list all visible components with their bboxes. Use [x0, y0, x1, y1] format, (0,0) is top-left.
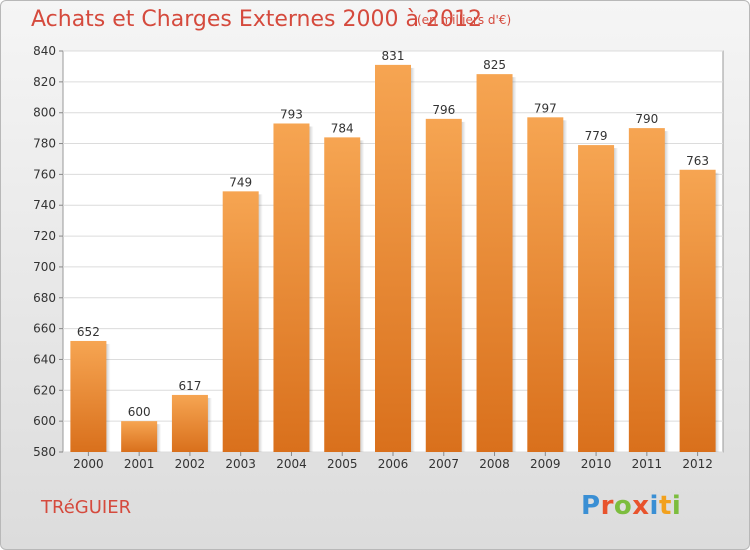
bar-value-label: 652	[77, 325, 100, 339]
x-tick-label: 2005	[327, 457, 358, 471]
chart-subtitle: (en milliers d'€)	[417, 13, 512, 27]
bar-value-label: 796	[432, 103, 455, 117]
brand-letter: r	[600, 491, 614, 521]
brand-letter: t	[658, 491, 672, 521]
x-tick-label: 2000	[73, 457, 104, 471]
bar-shadow	[309, 126, 314, 452]
x-tick-label: 2003	[225, 457, 256, 471]
bar	[324, 137, 361, 452]
bar-shadow	[360, 140, 365, 452]
brand-letter: o	[613, 491, 633, 521]
bars: 652 600 617 749 793 784 831 796 825 797 779 790 763	[70, 49, 720, 453]
y-tick-label: 680	[33, 291, 56, 305]
bar-value-label: 790	[635, 112, 658, 126]
x-tick-label: 2012	[682, 457, 713, 471]
bar	[628, 128, 665, 452]
bar-value-label: 831	[382, 49, 405, 63]
brand-letter: x	[632, 491, 650, 521]
bar	[578, 145, 615, 453]
x-tick-label: 2006	[378, 457, 409, 471]
bar-shadow	[614, 148, 619, 453]
bar-value-label: 749	[229, 175, 252, 189]
bar-shadow	[715, 172, 720, 452]
brand-letter: i	[671, 491, 682, 521]
bar-value-label: 784	[331, 121, 354, 135]
bar-shadow	[157, 424, 162, 452]
bar	[222, 191, 259, 452]
bar-shadow	[512, 77, 517, 452]
y-tick-label: 620	[33, 383, 56, 397]
y-tick-label: 760	[33, 167, 56, 181]
x-tick-label: 2010	[581, 457, 612, 471]
y-axis: 580 600 620 640 660 680 700 720 740 760 780 800 820 8…	[33, 44, 63, 459]
y-tick-label: 840	[33, 44, 56, 58]
chart-title: Achats et Charges Externes 2000 à 2012	[31, 7, 482, 32]
y-tick-label: 580	[33, 445, 56, 459]
bar-shadow	[563, 120, 568, 453]
x-tick-label: 2004	[276, 457, 307, 471]
bar	[527, 117, 564, 453]
bar-value-label: 763	[686, 154, 709, 168]
bar	[476, 74, 513, 452]
bar	[679, 169, 716, 452]
y-tick-label: 640	[33, 352, 56, 366]
x-tick-label: 2008	[479, 457, 510, 471]
y-tick-label: 700	[33, 260, 56, 274]
y-tick-label: 660	[33, 322, 56, 336]
x-tick-label: 2011	[632, 457, 663, 471]
x-axis: 2000 2001 2002 2003 2004 2005 2006 2007 2008 2009…	[73, 452, 713, 471]
bar-shadow	[411, 67, 415, 452]
bar-value-label: 600	[128, 405, 151, 419]
bar-shadow	[106, 343, 111, 452]
y-tick-label: 600	[33, 414, 56, 428]
bar-value-label: 779	[585, 129, 608, 143]
brand-letter: P	[581, 491, 601, 521]
proxiti-logo: Proxiti	[581, 491, 681, 521]
bar-shadow	[258, 194, 263, 452]
bar-value-label: 617	[178, 379, 201, 393]
bar	[70, 340, 107, 452]
bar	[121, 421, 158, 452]
y-tick-label: 740	[33, 198, 56, 212]
bar	[375, 64, 411, 452]
bar-shadow	[664, 131, 669, 452]
y-tick-label: 800	[33, 106, 56, 120]
brand-letter: i	[649, 491, 659, 521]
bar	[171, 394, 208, 452]
x-tick-label: 2001	[124, 457, 155, 471]
bar-shadow	[207, 397, 212, 452]
y-tick-label: 780	[33, 137, 56, 151]
bar	[273, 123, 310, 452]
y-tick-label: 820	[33, 75, 56, 89]
bar-value-label: 793	[280, 107, 303, 121]
bar-shadow	[461, 121, 466, 452]
x-tick-label: 2007	[428, 457, 459, 471]
x-tick-label: 2002	[175, 457, 206, 471]
bar-value-label: 825	[483, 58, 506, 72]
x-tick-label: 2009	[530, 457, 561, 471]
y-tick-label: 720	[33, 229, 56, 243]
bar	[425, 118, 462, 452]
bar-value-label: 797	[534, 101, 557, 115]
commune-name: TRéGUIER	[41, 497, 132, 518]
